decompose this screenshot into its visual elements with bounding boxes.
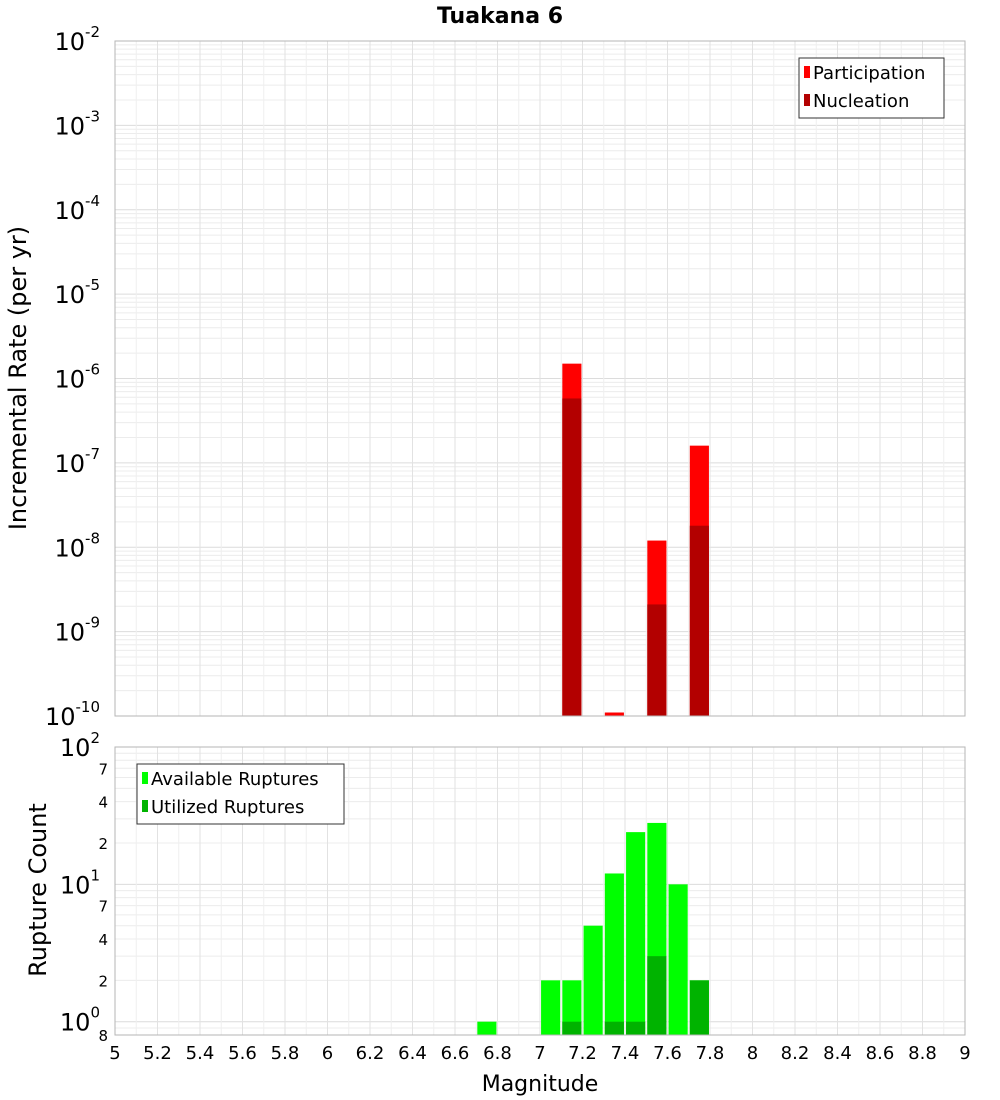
bottom-y-tick-label: 102 xyxy=(60,729,100,762)
bottom-x-tick-label: 9 xyxy=(959,1043,970,1064)
bottom-legend: Available Ruptures Utilized Ruptures xyxy=(136,763,345,825)
bottom-bar xyxy=(541,980,561,1035)
bottom-series-1 xyxy=(562,956,709,1035)
top-y-tick-label: 10-4 xyxy=(54,192,100,225)
top-series-1 xyxy=(562,398,709,716)
bottom-plot: 100 101 102 8 2 4 7 2 4 7 5 5.2 5.4 5.6 5.8 6 6.2 6.4 6.6 6… xyxy=(60,729,971,1064)
bottom-x-tick-label: 5.8 xyxy=(271,1043,300,1064)
bottom-bar xyxy=(562,980,582,1035)
bottom-x-tick-label: 7.2 xyxy=(568,1043,597,1064)
top-y-tick-label: 10-9 xyxy=(54,614,100,647)
bottom-x-tick-label: 8 xyxy=(747,1043,758,1064)
bottom-x-tick-label: 6.6 xyxy=(441,1043,470,1064)
x-axis-label: Magnitude xyxy=(482,1072,599,1097)
top-legend-label: Nucleation xyxy=(813,91,909,112)
bottom-legend-label: Utilized Ruptures xyxy=(151,797,304,818)
bottom-bar xyxy=(604,873,624,1035)
top-y-tick-label: 10-3 xyxy=(54,107,100,140)
bottom-x-tick-label: 8.8 xyxy=(908,1043,937,1064)
bottom-legend-box xyxy=(136,763,345,825)
bottom-bar xyxy=(477,1021,497,1035)
top-bar xyxy=(604,712,624,716)
bottom-legend-swatch xyxy=(142,800,148,812)
top-y-tick-label: 10-5 xyxy=(54,276,100,309)
top-y-tick-label: 10-8 xyxy=(54,529,100,562)
bottom-bar xyxy=(689,980,709,1035)
bottom-x-tick-label: 7.8 xyxy=(696,1043,725,1064)
bottom-x-tick-label: 5.2 xyxy=(143,1043,172,1064)
bottom-plot-border xyxy=(114,746,966,1036)
top-y-tick-label: 10-6 xyxy=(54,361,100,394)
bottom-y-minor-tick-label: 4 xyxy=(98,931,108,949)
bottom-x-tick-label: 6.8 xyxy=(483,1043,512,1064)
bottom-x-tick-label: 5 xyxy=(109,1043,120,1064)
top-plot: 10-10 10-9 10-8 10-7 10-6 10-5 10-4 10-3 10-2 Par… xyxy=(45,23,966,731)
bottom-y-tick-label: 101 xyxy=(60,866,100,899)
bottom-x-tick-label: 7.4 xyxy=(611,1043,640,1064)
bottom-y-minor-tick-label: 4 xyxy=(98,794,108,812)
bottom-x-tick-label: 5.6 xyxy=(228,1043,257,1064)
bottom-x-tick-label: 7 xyxy=(534,1043,545,1064)
bottom-y-minor-tick-label: 2 xyxy=(98,835,108,853)
bottom-bar xyxy=(668,884,688,1035)
top-plot-border xyxy=(114,40,966,717)
bottom-legend-label: Available Ruptures xyxy=(151,769,319,790)
top-y-tick-label: 10-7 xyxy=(54,445,100,478)
bottom-x-tick-label: 6.4 xyxy=(398,1043,427,1064)
bottom-legend-swatch xyxy=(142,772,148,784)
bottom-x-tick-label: 8.2 xyxy=(781,1043,810,1064)
top-grid xyxy=(114,41,966,717)
bottom-x-tick-label: 7.6 xyxy=(653,1043,682,1064)
top-y-axis-label: Incremental Rate (per yr) xyxy=(4,226,32,530)
bottom-y-minor-tick-label: 7 xyxy=(98,898,108,916)
bottom-y-axis-label: Rupture Count xyxy=(24,803,52,977)
top-legend: Participation Nucleation xyxy=(798,57,945,119)
bottom-x-tick-label: 8.4 xyxy=(823,1043,852,1064)
bottom-x-tick-label: 5.4 xyxy=(186,1043,215,1064)
bottom-bar xyxy=(604,1021,624,1035)
bottom-bar xyxy=(626,832,646,1035)
top-legend-swatch xyxy=(804,66,810,78)
top-bar xyxy=(647,604,667,716)
bottom-series-0 xyxy=(477,822,709,1035)
bottom-y-minor-tick-label: 8 xyxy=(98,1027,108,1045)
bottom-y-minor-tick-label: 7 xyxy=(98,760,108,778)
bottom-y-minor-tick-label: 2 xyxy=(98,972,108,990)
bottom-bar xyxy=(626,1021,646,1035)
top-bar xyxy=(689,525,709,716)
top-y-tick-label: 10-2 xyxy=(54,23,100,56)
top-bar xyxy=(562,398,582,716)
bottom-y-tick-label: 100 xyxy=(60,1004,100,1037)
top-y-tick-label: 10-10 xyxy=(45,698,100,731)
top-legend-box xyxy=(798,57,945,119)
bottom-bar xyxy=(562,1021,582,1035)
bottom-x-tick-label: 6 xyxy=(322,1043,333,1064)
bottom-bar xyxy=(647,956,667,1035)
top-legend-swatch xyxy=(804,94,810,106)
top-legend-label: Participation xyxy=(813,63,925,84)
bottom-x-tick-label: 8.6 xyxy=(866,1043,895,1064)
bottom-bar xyxy=(583,925,603,1035)
bottom-x-tick-label: 6.2 xyxy=(356,1043,385,1064)
bottom-grid xyxy=(114,747,966,1036)
chart-title: Tuakana 6 xyxy=(437,4,563,29)
